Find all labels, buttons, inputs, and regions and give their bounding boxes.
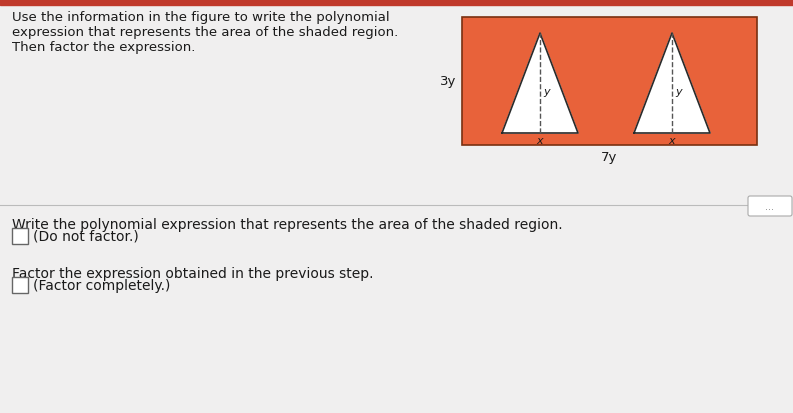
Text: (Do not factor.): (Do not factor.): [33, 230, 139, 243]
Bar: [12, 277, 28, 293]
Text: y: y: [543, 87, 550, 97]
Text: 3y: 3y: [439, 75, 456, 88]
Bar: [12, 228, 28, 244]
Text: Use the information in the figure to write the polynomial: Use the information in the figure to wri…: [12, 11, 389, 24]
Text: Factor the expression obtained in the previous step.: Factor the expression obtained in the pr…: [12, 266, 374, 280]
Polygon shape: [634, 34, 710, 134]
Bar: [0, 0, 793, 6]
Text: (Factor completely.): (Factor completely.): [33, 278, 170, 292]
Text: x: x: [537, 136, 543, 146]
Text: Then factor the expression.: Then factor the expression.: [12, 41, 195, 54]
Bar: [462, 18, 757, 146]
FancyBboxPatch shape: [748, 197, 792, 216]
Text: ...: ...: [765, 202, 775, 211]
Text: expression that represents the area of the shaded region.: expression that represents the area of t…: [12, 26, 398, 39]
Text: y: y: [675, 87, 682, 97]
Text: 7y: 7y: [601, 151, 618, 164]
Polygon shape: [502, 34, 578, 134]
Text: Write the polynomial expression that represents the area of the shaded region.: Write the polynomial expression that rep…: [12, 218, 562, 231]
Text: x: x: [668, 136, 676, 146]
